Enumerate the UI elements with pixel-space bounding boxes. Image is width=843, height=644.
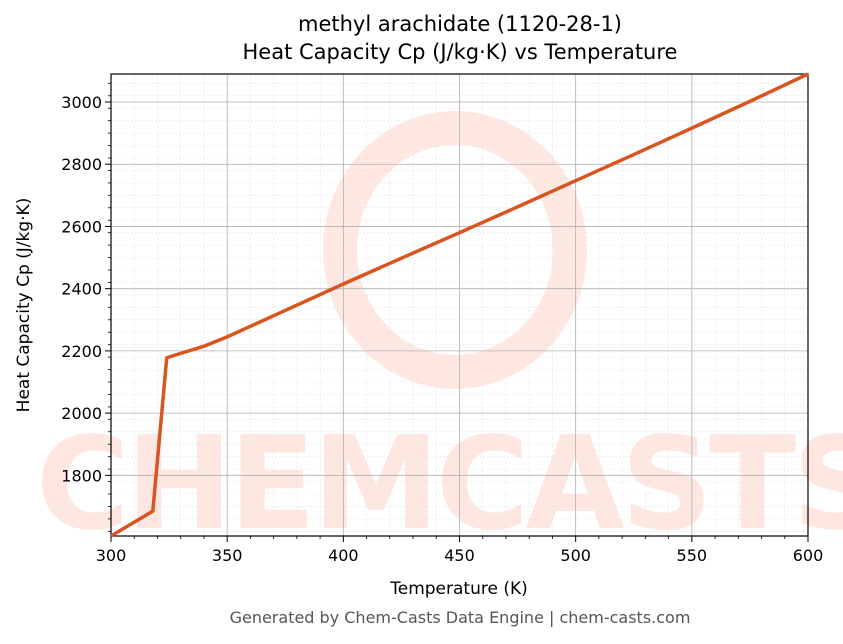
svg-text:600: 600 [793,546,824,565]
svg-text:350: 350 [212,546,243,565]
chart-subtitle: Heat Capacity Cp (J/kg·K) vs Temperature [242,40,678,64]
x-tick-labels: 300 350 400 450 500 550 600 [96,546,824,565]
svg-text:3000: 3000 [61,93,102,112]
y-tick-labels: 1800 2000 2200 2400 2600 2800 3000 [61,93,102,485]
watermark-text: CHEMCASTS [36,410,843,559]
svg-text:2600: 2600 [61,217,102,236]
svg-text:2800: 2800 [61,155,102,174]
svg-text:550: 550 [677,546,708,565]
chart-title: methyl arachidate (1120-28-1) [297,12,622,36]
y-axis-label: Heat Capacity Cp (J/kg·K) [14,198,34,413]
svg-text:2200: 2200 [61,342,102,361]
svg-text:300: 300 [96,546,127,565]
x-axis-label: Temperature (K) [389,579,528,599]
footer-credit: Generated by Chem-Casts Data Engine | ch… [229,608,691,627]
svg-text:450: 450 [444,546,475,565]
svg-text:500: 500 [560,546,591,565]
watermark-logo: CHEMCASTS [36,111,843,559]
svg-text:2000: 2000 [61,404,102,423]
cp-line [110,72,809,538]
svg-text:2400: 2400 [61,280,102,299]
svg-text:1800: 1800 [61,466,102,485]
svg-text:400: 400 [328,546,359,565]
